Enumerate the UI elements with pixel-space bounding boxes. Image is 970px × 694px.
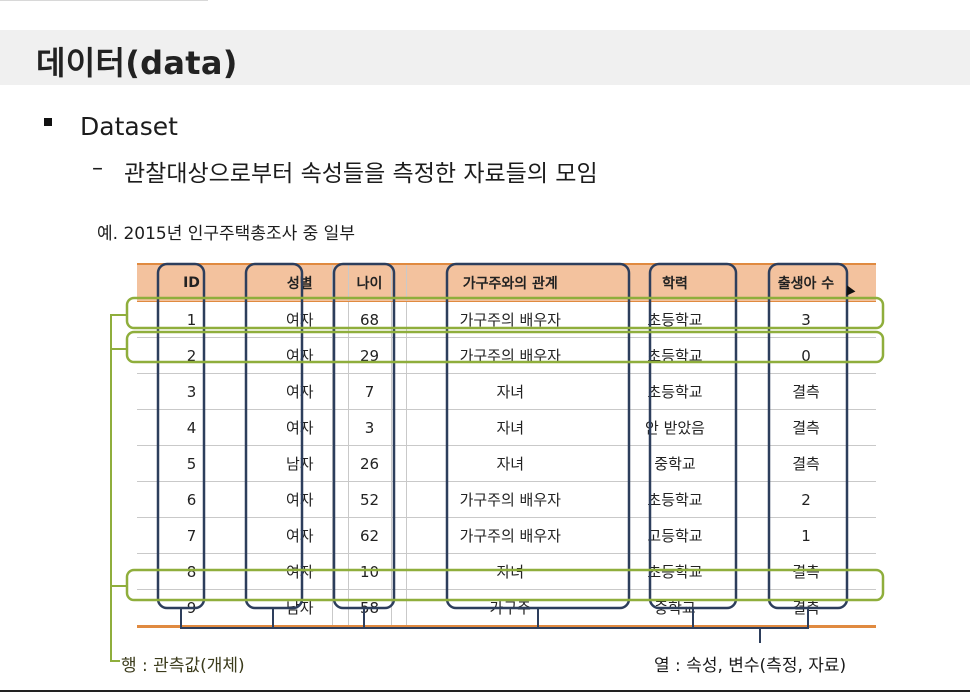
spacer-cell <box>331 263 349 302</box>
table-cell: 3 <box>159 373 224 410</box>
spacer-cell <box>331 409 349 446</box>
spacer-cell <box>137 373 159 410</box>
table-header-row: ID 성별 나이 가구주와의 관계 학력 출생아 수 <box>137 263 876 302</box>
table-cell: 여자 <box>268 337 332 374</box>
table-cell: 중학교 <box>614 445 736 482</box>
table-cell: 초등학교 <box>614 553 736 590</box>
bottom-divider <box>0 690 970 692</box>
spacer-cell <box>331 553 349 590</box>
example-caption: 예. 2015년 인구주택총조사 중 일부 <box>97 224 355 244</box>
census-table: ID 성별 나이 가구주와의 관계 학력 출생아 수 1 여자 6 8 가구주의 배우자… <box>137 263 876 628</box>
table-row: 7 여자 62 가구주의 배우자 고등학교 1 <box>137 517 876 554</box>
table-cell: 여자 <box>268 553 332 590</box>
table-cell: 남자 <box>268 445 332 482</box>
row-bracket <box>110 314 127 662</box>
header-relation: 가구주와의 관계 <box>406 263 614 302</box>
table-cell: 여자 <box>268 517 332 554</box>
table-row: 3 여자 7 자녀 초등학교 결측 <box>137 373 876 410</box>
table-cell: 1 <box>736 517 876 554</box>
table-cell: 29 <box>348 337 391 374</box>
row-outline <box>125 296 885 330</box>
table-cell: 자녀 <box>406 445 614 482</box>
spacer-cell <box>137 517 159 554</box>
table-cell: 52 <box>348 481 391 518</box>
table-cell: 고등학교 <box>614 517 736 554</box>
table-cell: 자녀 <box>406 373 614 410</box>
table-cell: 가구주의 배우자 <box>406 481 614 518</box>
table-row: 5 남자 26 자녀 중학교 결측 <box>137 445 876 482</box>
spacer-cell <box>331 445 349 482</box>
row-outline <box>125 330 885 364</box>
header-gender: 성별 <box>268 263 332 302</box>
table-cell: 2 <box>736 481 876 518</box>
column-outline <box>156 262 206 610</box>
table-cell: 62 <box>348 517 391 554</box>
spacer-cell <box>137 481 159 518</box>
column-bracket <box>180 608 809 643</box>
table-cell: 자녀 <box>406 409 614 446</box>
spacer-cell <box>331 373 349 410</box>
slide-title: 데이터(data) <box>36 44 238 82</box>
table-row: 2 여자 29 가구주의 배우자 초등학교 0 <box>137 337 876 374</box>
table-cell: 안 받았음 <box>614 409 736 446</box>
table-cell: 결측 <box>736 373 876 410</box>
spacer-cell <box>137 445 159 482</box>
table-cell: 26 <box>348 445 391 482</box>
table-cell: 2 <box>159 337 224 374</box>
column-outline <box>244 262 304 610</box>
column-outline <box>648 262 738 610</box>
table-cell: 5 <box>159 445 224 482</box>
spacer-cell <box>331 337 349 374</box>
table-cell: 7 <box>159 517 224 554</box>
table-row: 6 여자 52 가구주의 배우자 초등학교 2 <box>137 481 876 518</box>
table-cell: 초등학교 <box>614 481 736 518</box>
column-outline <box>332 262 396 610</box>
top-divider <box>0 0 208 1</box>
sub-bullet-text: 관찰대상으로부터 속성들을 측정한 자료들의 모임 <box>124 161 598 187</box>
spacer-cell <box>137 337 159 374</box>
spacer-cell <box>331 517 349 554</box>
table-cell: 10 <box>348 553 391 590</box>
spacer-cell <box>137 263 159 302</box>
square-bullet-icon <box>44 118 52 126</box>
row-annotation-label: 행 : 관측값(개체) <box>121 656 245 676</box>
table-cell: 7 <box>348 373 391 410</box>
column-outline <box>767 262 849 610</box>
dash-bullet: – <box>92 156 103 181</box>
header-age: 나이 <box>348 263 391 302</box>
table-cell: 8 <box>159 553 224 590</box>
table-cell: 초등학교 <box>614 373 736 410</box>
table-cell: 결측 <box>736 445 876 482</box>
spacer-cell <box>331 481 349 518</box>
spacer-cell <box>137 553 159 590</box>
table-cell: 여자 <box>268 481 332 518</box>
table-cell: 초등학교 <box>614 337 736 374</box>
table-cell: 여자 <box>268 373 332 410</box>
column-annotation-label: 열 : 속성, 변수(측정, 자료) <box>654 656 847 676</box>
title-band <box>0 30 970 85</box>
table-cell: 결측 <box>736 409 876 446</box>
spacer-cell <box>137 409 159 446</box>
table-cell: 자녀 <box>406 553 614 590</box>
header-births: 출생아 수 <box>736 263 876 302</box>
table-cell: 가구주의 배우자 <box>406 517 614 554</box>
table-cell: 6 <box>159 481 224 518</box>
table-cell: 결측 <box>736 553 876 590</box>
column-outline <box>445 262 631 610</box>
table-row: 8 여자 10 자녀 초등학교 결측 <box>137 553 876 590</box>
table-cell: 0 <box>736 337 876 374</box>
table-cell: 3 <box>348 409 391 446</box>
table-cell: 여자 <box>268 409 332 446</box>
bullet-dataset: Dataset <box>80 112 178 141</box>
table-cell: 4 <box>159 409 224 446</box>
table-cell: 가구주의 배우자 <box>406 337 614 374</box>
